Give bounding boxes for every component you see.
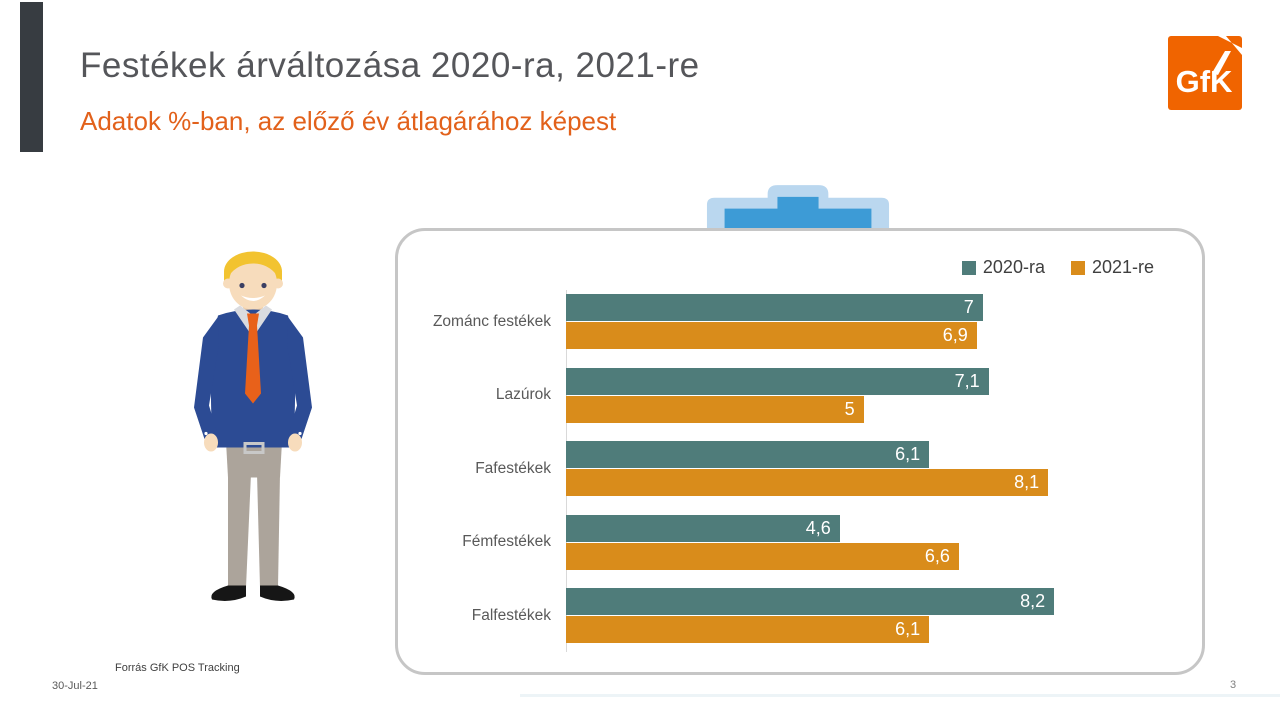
- man-tie: [247, 313, 259, 326]
- bar-2020-ra: 6,1: [566, 441, 930, 468]
- legend-item: 2021-re: [1070, 257, 1154, 278]
- page-number: 3: [1230, 679, 1237, 691]
- bar-group: 7 6,9: [566, 294, 1072, 349]
- bar-value-label: 6,1: [895, 444, 921, 464]
- man-belt-buckle: [243, 442, 265, 454]
- category-label: Zománc festékek: [432, 312, 551, 330]
- bar-value-label: 7,1: [954, 370, 980, 391]
- bar-value-label: 4,6: [805, 517, 831, 538]
- bar-group: 4,6 6,6: [566, 514, 1072, 570]
- bar-value-label: 8,1: [1014, 472, 1040, 492]
- bar-value-label: 6,6: [924, 545, 950, 566]
- man-face: [229, 257, 277, 310]
- chart-row: Falfestékek 8,2 6,1: [398, 588, 1202, 643]
- bar-value-label: 8,2: [1020, 591, 1046, 611]
- slide-date: 30-Jul-21: [52, 680, 98, 692]
- bar-2021-re: 6,9: [566, 322, 977, 349]
- legend-label: 2021-re: [1091, 257, 1154, 277]
- chart-row: Fémfestékek 4,6 6,6: [398, 514, 1202, 570]
- gfk-logo-text: GfK: [1176, 64, 1233, 99]
- page-subtitle: Adatok %-ban, az előző év átlagárához ké…: [80, 106, 617, 136]
- bar-2021-re: 6,6: [566, 542, 959, 570]
- legend-item: 2020-ra: [961, 257, 1045, 278]
- bar-2020-ra: 8,2: [566, 588, 1055, 615]
- man-shoe: [211, 585, 246, 601]
- bar-group: 7,1 5: [566, 367, 1072, 423]
- bar-2020-ra: 7: [566, 294, 983, 321]
- bar-2021-re: 8,1: [566, 469, 1049, 496]
- bar-2021-re: 6,1: [566, 616, 930, 643]
- bar-2020-ra: 7,1: [566, 367, 989, 395]
- gfk-logo-icon: GfK: [1168, 36, 1242, 110]
- chart-row: Fafestékek 6,1 8,1: [398, 441, 1202, 496]
- bar-group: 6,1 8,1: [566, 441, 1072, 496]
- businessman-illustration: [194, 251, 312, 601]
- man-shoe: [260, 585, 295, 601]
- source-note: Forrás GfK POS Tracking: [115, 662, 240, 674]
- bar-value-label: 7: [963, 297, 974, 317]
- chart-row: Zománc festékek 7 6,9: [398, 294, 1202, 349]
- legend-label: 2020-ra: [982, 257, 1045, 277]
- chart-legend: 2020-ra 2021-re: [961, 257, 1154, 278]
- category-label: Fémfestékek: [462, 533, 551, 550]
- title-accent-bar: [20, 2, 43, 152]
- bar-2021-re: 5: [566, 395, 864, 423]
- chart-row: Lazúrok 7,1 5: [398, 367, 1202, 423]
- category-label: Falfestékek: [471, 606, 551, 624]
- legend-swatch-icon: [1070, 260, 1085, 275]
- bar-value-label: 6,9: [942, 325, 968, 345]
- bar-value-label: 5: [844, 398, 855, 419]
- bar-value-label: 6,1: [895, 619, 921, 639]
- bottom-rule: [520, 694, 1280, 697]
- bar-group: 8,2 6,1: [566, 588, 1072, 643]
- page-title: Festékek árváltozása 2020-ra, 2021-re: [80, 46, 700, 85]
- category-label: Lazúrok: [495, 386, 551, 403]
- bar-2020-ra: 4,6: [566, 514, 840, 542]
- man-pants: [226, 441, 282, 478]
- legend-swatch-icon: [961, 260, 976, 275]
- chart-card: 2020-ra 2021-re Zománc festékek 7 6,9 Lazúro…: [395, 228, 1205, 675]
- category-label: Fafestékek: [475, 459, 551, 477]
- bar-chart: Zománc festékek 7 6,9 Lazúrok 7,1 5 Fafestékek…: [398, 294, 1202, 643]
- paint-tray-icon: [706, 185, 890, 239]
